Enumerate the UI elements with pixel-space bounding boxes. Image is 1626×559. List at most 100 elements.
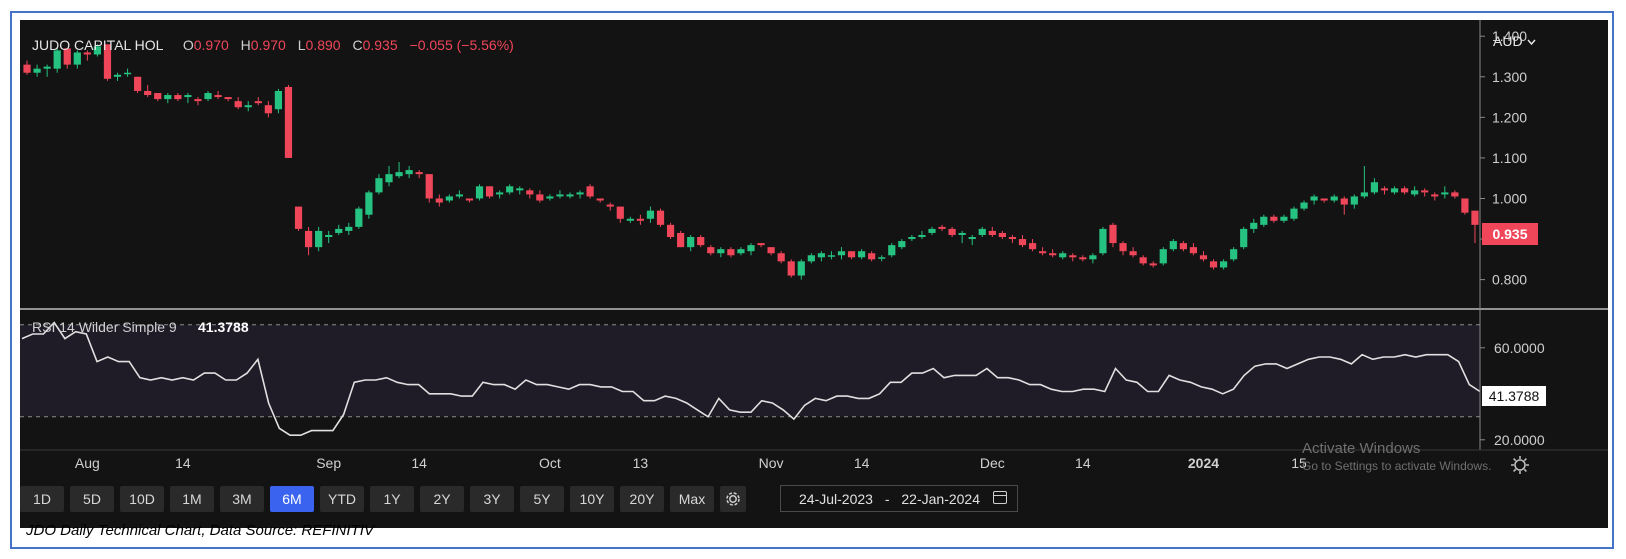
candle-body [646,210,655,219]
rsi-panel [20,321,1481,437]
currency-selector[interactable]: AUD [1493,33,1536,49]
last-price-tag: 0.935 [1482,223,1538,245]
candle-body [536,194,544,201]
candle-body [274,90,283,110]
watermark-subtitle: Go to Settings to activate Windows. [1302,459,1491,473]
rsi-legend: RSI 14 Wilder Simple 9 41.3788 [32,319,249,335]
timeframe-1y-button[interactable]: 1Y [370,486,414,512]
candle-body [566,194,574,197]
time-tick-label: Nov [759,455,784,471]
candle-body [1240,228,1248,248]
last-price-box [1482,223,1538,245]
candle-body [666,224,675,238]
candle-body [1039,251,1047,254]
candle-body [445,196,453,201]
time-tick-label: Aug [75,455,100,471]
candle-body [425,174,433,199]
timeframe-1m-button[interactable]: 1M [170,486,214,512]
rsi-tick-label: 20.0000 [1494,432,1545,448]
chart-svg: 0.8000.9001.0001.1001.2001.3001.40020.00… [20,20,1608,474]
timeframe-5y-button[interactable]: 5Y [520,486,564,512]
timeframe-settings-button[interactable] [720,486,746,512]
candle-body [1069,255,1077,258]
timeframe-5d-button[interactable]: 5D [70,486,114,512]
candle-body [1260,216,1268,225]
chevron-down-icon[interactable] [1527,39,1536,46]
calendar-icon[interactable] [993,491,1007,504]
candle-body [174,95,182,100]
candle-body [1431,194,1439,197]
candle-body [103,44,112,79]
candle-body [636,218,644,221]
timeframe-20y-button[interactable]: 20Y [620,486,664,512]
ohlc-header: JUDO CAPITAL HOL O0.970 H0.970 L0.890 C0… [32,37,514,53]
candle-body [1300,202,1308,209]
timeframe-1d-button[interactable]: 1D [20,486,64,512]
figure-caption: JDO Daily Technical Chart, Data Source: … [26,522,374,539]
candle-body [767,247,775,254]
candle-body [1179,243,1187,250]
timeframe-3y-button[interactable]: 3Y [470,486,514,512]
candle-body [626,218,634,221]
candle-body [365,192,373,215]
timeframe-ytd-button[interactable]: YTD [320,486,364,512]
date-range-to[interactable]: 22-Jan-2024 [901,491,981,507]
chart-container: 0.8000.9001.0001.1001.2001.3001.40020.00… [20,20,1608,528]
candle-body [335,228,343,233]
candle-body [1209,261,1218,268]
candle-body [1471,210,1479,225]
candle-body [656,210,665,225]
candle-body [1089,255,1097,260]
candle-body [938,226,946,229]
timeframe-3m-button[interactable]: 3M [220,486,264,512]
candle-body [707,247,715,254]
candle-body [375,178,383,193]
rsi-line [21,321,1481,437]
candle-body [415,172,423,175]
rsi-band-fill [20,324,1480,417]
timeframe-10y-button[interactable]: 10Y [570,486,614,512]
timeframe-2y-button[interactable]: 2Y [420,486,464,512]
high-label: H [241,37,251,53]
price-tick-label: 1.200 [1492,109,1527,125]
candle-body [1230,249,1238,260]
time-tick-label: 14 [411,455,427,471]
candle-body [294,206,303,229]
candle-body [315,230,323,248]
candle-body [827,255,836,257]
time-tick-label: Dec [980,455,1005,471]
currency-label[interactable]: AUD [1493,33,1523,49]
timeframe-10d-button[interactable]: 10D [120,486,164,512]
candle-body [1219,261,1228,268]
candle-body [757,243,765,246]
candle-body [1119,243,1127,252]
candle-body [194,99,202,102]
candle-body [677,232,685,248]
candle-body [928,228,936,233]
date-range-picker[interactable]: 24-Jul-2023 - 22-Jan-2024 [780,485,1018,512]
candle-body [134,76,142,91]
candle-body [465,198,474,201]
chart-settings-gear-icon[interactable] [1511,456,1529,474]
candle-body [23,64,31,73]
candle-body [184,95,192,98]
candle-body [455,194,463,197]
time-tick-label: 2024 [1188,455,1219,471]
time-tick-label: 14 [175,455,191,471]
candle-body [1169,241,1177,250]
candle-body [1340,198,1348,205]
candle-body [355,208,363,227]
candle-body [1411,190,1419,195]
candle-body [586,186,594,197]
candle-body [1079,257,1087,260]
timeframe-max-button[interactable]: Max [670,486,714,512]
date-range-from[interactable]: 24-Jul-2023 [799,491,873,507]
candle-body [1129,251,1137,256]
timeframe-6m-button[interactable]: 6M [270,486,314,512]
candle-body [1199,255,1208,260]
candle-body [797,261,805,276]
open-value: 0.970 [194,37,229,53]
candle-body [777,253,785,262]
last-price-label: 0.935 [1492,226,1527,242]
rsi-axis-value: 41.3788 [1489,388,1540,404]
